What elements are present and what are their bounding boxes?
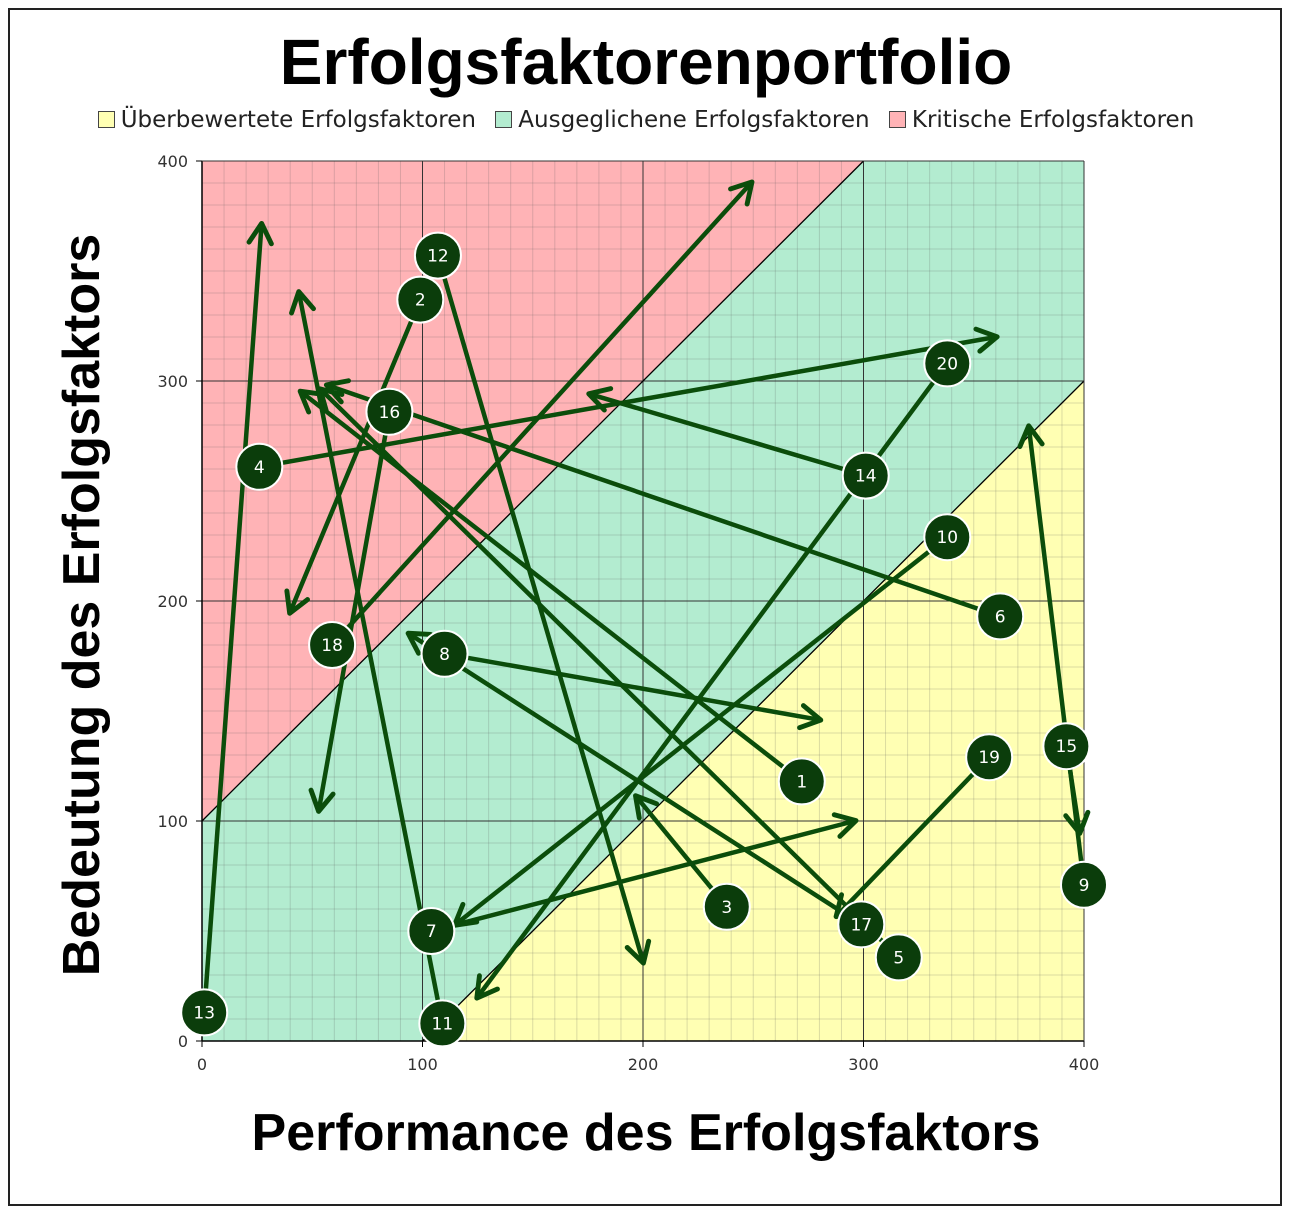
boundary-line-upper	[201, 160, 864, 822]
arrow-2	[284, 297, 423, 616]
x-tick-label: 400	[1069, 1055, 1100, 1074]
point-9	[1060, 860, 1108, 909]
arrow-6	[323, 378, 1003, 619]
point-7	[407, 907, 456, 955]
arrow-7	[429, 812, 859, 934]
x-tick-label: 200	[628, 1055, 659, 1074]
point-16	[365, 387, 414, 436]
legend-label-balanced: Ausgeglichene Erfolgsfaktoren	[518, 107, 870, 133]
arrow-8	[442, 651, 824, 731]
point-label-1: 1	[796, 772, 807, 792]
point-2	[396, 275, 445, 324]
y-tick-label: 200	[157, 592, 188, 611]
point-12	[413, 231, 462, 280]
point-label-19: 19	[978, 748, 1000, 768]
point-8	[420, 629, 469, 678]
legend-swatch-overrated	[97, 111, 115, 128]
point-13	[180, 988, 229, 1037]
legend-item-overrated: Überbewertete Erfolgsfaktoren	[97, 103, 476, 137]
x-axis-label: Performance des Erfolgsfaktors	[251, 1104, 1041, 1162]
y-tick-label: 400	[157, 152, 188, 171]
y-tick-label: 100	[157, 812, 188, 831]
point-17	[837, 900, 886, 949]
point-label-2: 2	[415, 291, 426, 311]
arrow-14	[586, 386, 868, 478]
point-20	[923, 339, 972, 388]
point-18	[308, 621, 357, 669]
point-1	[777, 757, 826, 806]
boundary-line-lower	[422, 380, 1085, 1042]
legend-label-overrated: Überbewertete Erfolgsfaktoren	[120, 107, 476, 133]
point-label-18: 18	[321, 636, 343, 656]
chart-title: Erfolgsfaktorenportfolio	[279, 26, 1013, 98]
point-label-3: 3	[721, 898, 732, 918]
point-label-12: 12	[427, 247, 449, 267]
point-6	[976, 592, 1025, 641]
y-tick-label: 300	[157, 372, 188, 391]
y-axis-label: Bedeutung des Erfolgsfaktors	[53, 233, 111, 977]
point-label-11: 11	[432, 1014, 454, 1034]
point-14	[841, 451, 890, 500]
arrow-18	[329, 179, 755, 648]
arrow-5	[317, 386, 902, 960]
point-4	[235, 442, 284, 491]
y-tick-label: 0	[178, 1032, 188, 1051]
legend-item-balanced: Ausgeglichene Erfolgsfaktoren	[495, 103, 870, 137]
arrow-17	[405, 630, 864, 927]
legend-item-critical: Kritische Erfolgsfaktoren	[888, 103, 1195, 137]
point-label-14: 14	[855, 467, 877, 487]
point-19	[965, 733, 1014, 782]
legend-label-critical: Kritische Erfolgsfaktoren	[911, 107, 1195, 133]
point-label-20: 20	[936, 354, 958, 374]
point-5	[874, 933, 923, 982]
point-label-10: 10	[936, 528, 958, 548]
point-label-5: 5	[893, 948, 904, 968]
arrow-11	[289, 289, 445, 1026]
point-label-15: 15	[1056, 737, 1078, 757]
point-label-17: 17	[850, 915, 872, 935]
point-11	[418, 999, 467, 1048]
point-label-4: 4	[254, 458, 265, 478]
arrow-13	[201, 220, 274, 1015]
legend: Überbewertete Erfolgsfaktoren Ausgeglich…	[0, 103, 1292, 137]
x-tick-label: 100	[407, 1055, 438, 1074]
point-label-7: 7	[426, 922, 437, 942]
arrow-19	[833, 754, 992, 920]
arrow-16	[308, 409, 392, 814]
point-10	[923, 513, 972, 562]
arrow-12	[435, 253, 652, 966]
point-label-8: 8	[439, 645, 450, 665]
x-tick-label: 300	[848, 1055, 879, 1074]
legend-swatch-balanced	[495, 111, 513, 128]
point-15	[1042, 722, 1091, 771]
legend-swatch-critical	[888, 111, 906, 128]
point-3	[702, 882, 751, 931]
point-label-6: 6	[995, 607, 1006, 627]
point-label-16: 16	[379, 403, 401, 423]
point-label-13: 13	[193, 1003, 215, 1023]
x-tick-label: 0	[197, 1055, 207, 1074]
arrow-10	[452, 534, 950, 928]
point-label-9: 9	[1079, 876, 1090, 896]
